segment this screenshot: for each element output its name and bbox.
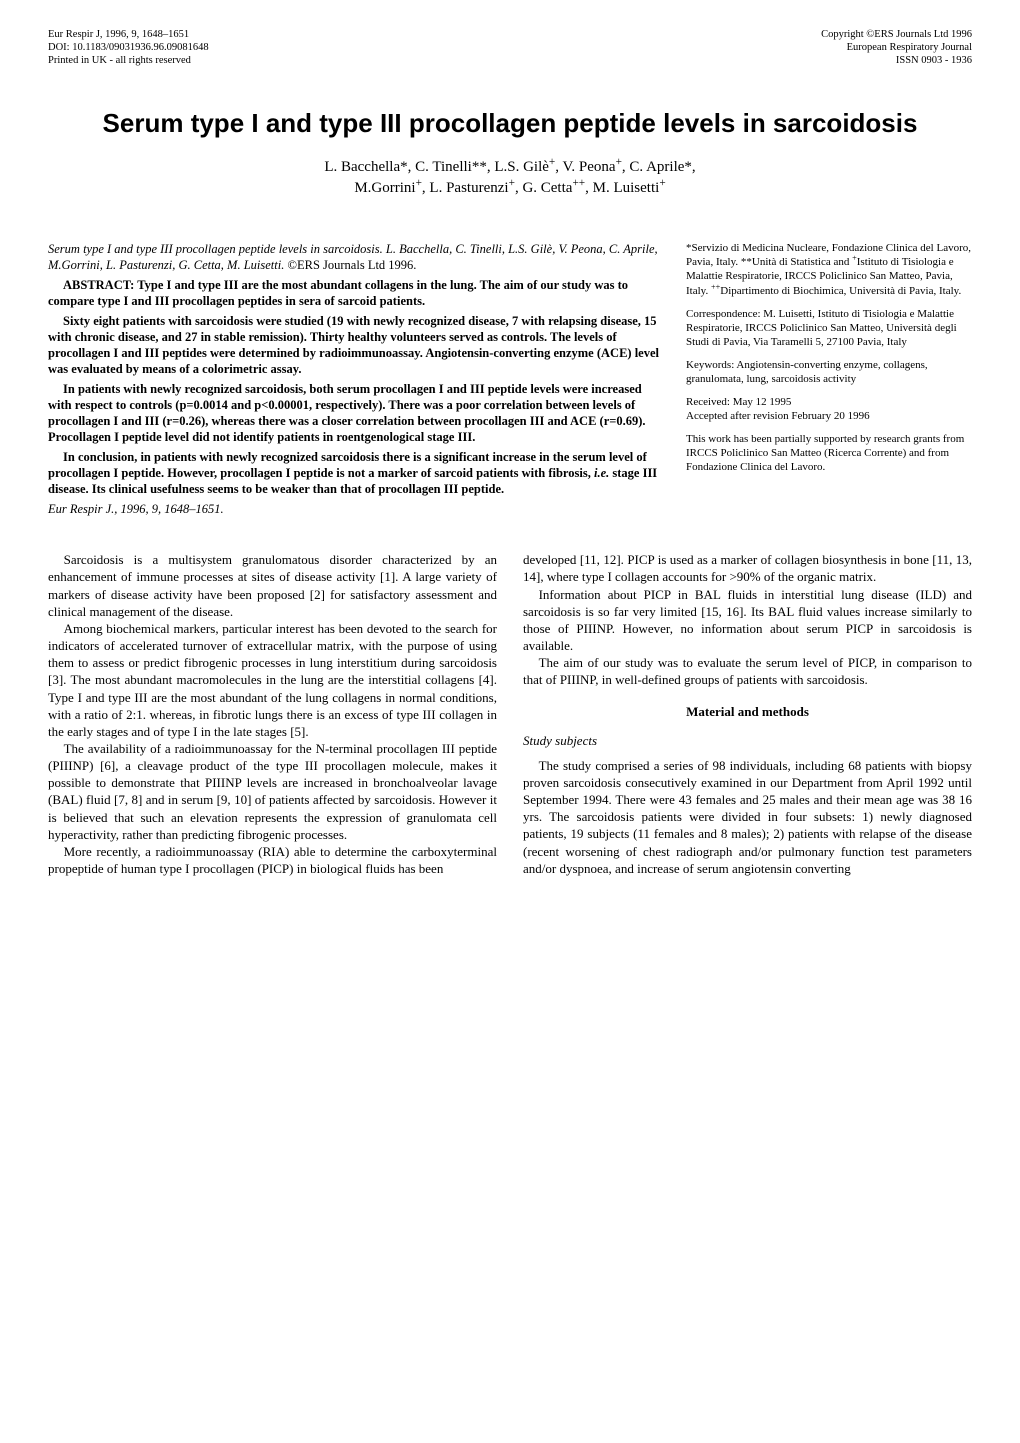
- header-left: Eur Respir J, 1996, 9, 1648–1651 DOI: 10…: [48, 28, 209, 67]
- abstract-citation-title: Serum type I and type III procollagen pe…: [48, 242, 383, 256]
- support: This work has been partially supported b…: [686, 432, 972, 474]
- keywords: Keywords: Angiotensin-converting enzyme,…: [686, 358, 972, 386]
- subsection-heading: Study subjects: [523, 732, 972, 749]
- sidebar-block: *Servizio di Medicina Nucleare, Fondazio…: [686, 241, 972, 521]
- abstract-p1: ABSTRACT: Type I and type III are the mo…: [48, 277, 668, 309]
- body-p: Sarcoidosis is a multisystem granulomato…: [48, 551, 497, 620]
- body-col-left: Sarcoidosis is a multisystem granulomato…: [48, 551, 497, 877]
- abstract-p4: In conclusion, in patients with newly re…: [48, 449, 668, 497]
- abstract-block: Serum type I and type III procollagen pe…: [48, 241, 668, 521]
- body-p: The aim of our study was to evaluate the…: [523, 654, 972, 688]
- body-p: More recently, a radioimmunoassay (RIA) …: [48, 843, 497, 877]
- abstract-copyright: ©ERS Journals Ltd 1996.: [287, 258, 416, 272]
- body-p: developed [11, 12]. PICP is used as a ma…: [523, 551, 972, 585]
- received-date: Received: May 12 1995: [686, 395, 972, 409]
- body-col-right: developed [11, 12]. PICP is used as a ma…: [523, 551, 972, 877]
- author-list: L. Bacchella*, C. Tinelli**, L.S. Gilè+,…: [48, 157, 972, 199]
- accepted-date: Accepted after revision February 20 1996: [686, 409, 972, 423]
- body-p: The availability of a radioimmunoassay f…: [48, 740, 497, 843]
- abstract-p2: Sixty eight patients with sarcoidosis we…: [48, 313, 668, 377]
- body-p: Information about PICP in BAL fluids in …: [523, 586, 972, 655]
- body-p: Among biochemical markers, particular in…: [48, 620, 497, 740]
- abstract-p3: In patients with newly recognized sarcoi…: [48, 381, 668, 445]
- header-right: Copyright ©ERS Journals Ltd 1996 Europea…: [821, 28, 972, 67]
- section-heading: Material and methods: [523, 703, 972, 720]
- abstract-row: Serum type I and type III procollagen pe…: [48, 241, 972, 521]
- body-columns: Sarcoidosis is a multisystem granulomato…: [48, 551, 972, 877]
- body-p: The study comprised a series of 98 indiv…: [523, 757, 972, 877]
- article-title: Serum type I and type III procollagen pe…: [48, 109, 972, 139]
- abstract-ref: Eur Respir J., 1996, 9, 1648–1651.: [48, 501, 668, 517]
- affiliations: *Servizio di Medicina Nucleare, Fondazio…: [686, 241, 972, 297]
- journal-header: Eur Respir J, 1996, 9, 1648–1651 DOI: 10…: [48, 28, 972, 67]
- correspondence: Correspondence: M. Luisetti, Istituto di…: [686, 307, 972, 349]
